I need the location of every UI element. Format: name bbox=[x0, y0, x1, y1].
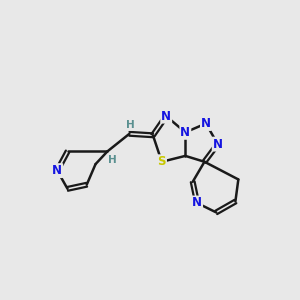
Text: N: N bbox=[192, 196, 202, 209]
Text: H: H bbox=[108, 155, 117, 165]
Text: N: N bbox=[52, 164, 62, 177]
Text: S: S bbox=[158, 155, 166, 168]
Text: N: N bbox=[201, 117, 211, 130]
Text: N: N bbox=[161, 110, 171, 123]
Text: N: N bbox=[180, 126, 190, 139]
Text: H: H bbox=[127, 120, 135, 130]
Text: N: N bbox=[213, 138, 223, 151]
